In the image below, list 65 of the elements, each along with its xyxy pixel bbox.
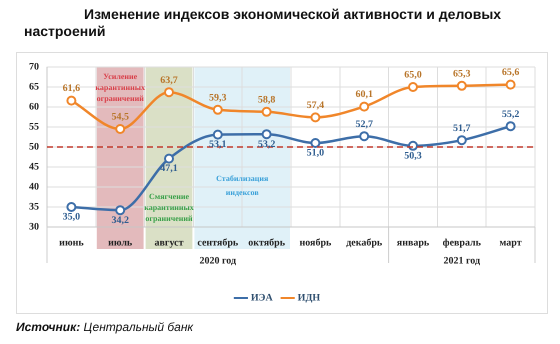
legend-label: ИДН — [298, 292, 320, 304]
point — [66, 202, 76, 212]
data-label: 52,7 — [355, 118, 373, 130]
data-label: 59,3 — [209, 92, 227, 104]
x-tick-label: июнь — [59, 238, 84, 249]
legend-label: ИЭА — [250, 292, 274, 304]
text: Источник: Центральный банк — [16, 320, 194, 334]
y-tick-label: 45 — [29, 162, 39, 173]
point — [212, 130, 223, 140]
data-label: 55,2 — [502, 108, 520, 120]
y-tick-label: 55 — [29, 122, 39, 133]
band-label: Стабилизация индексов — [216, 174, 269, 198]
point — [262, 106, 272, 117]
data-label: 61,6 — [62, 83, 80, 94]
data-label: 51,7 — [453, 122, 471, 134]
point — [506, 121, 516, 132]
point — [66, 96, 76, 106]
point — [408, 82, 418, 92]
x-tick-label: март — [500, 238, 522, 249]
y-tick-label: 60 — [29, 102, 39, 113]
point — [456, 80, 467, 91]
point — [310, 138, 320, 148]
data-label: 53,1 — [209, 139, 227, 150]
point — [506, 80, 516, 90]
y-tick-label: 65 — [29, 82, 39, 93]
chart-title: Изменение индексов экономической активности и деловых настроений — [24, 6, 502, 40]
text: 2020 год — [200, 256, 236, 267]
point — [212, 104, 223, 115]
data-label: 57,4 — [306, 100, 324, 111]
point — [359, 131, 370, 142]
point — [164, 154, 174, 164]
point — [262, 129, 272, 140]
x-tick-label: сентябрь — [197, 238, 239, 249]
data-label: 65,6 — [502, 67, 520, 78]
y-tick-label: 35 — [29, 202, 39, 213]
point — [164, 87, 174, 98]
data-label: 34,2 — [111, 214, 129, 226]
band-label: Усиление карантинных ограничений — [95, 72, 145, 104]
x-tick-label: январь — [396, 238, 430, 249]
y-tick-label: 40 — [29, 182, 39, 193]
text: 2021 год — [444, 256, 480, 267]
y-tick-label: 30 — [29, 222, 39, 233]
y-tick-label: 50 — [29, 142, 39, 153]
data-label: 58,8 — [258, 94, 276, 106]
data-label: 54,5 — [111, 112, 129, 123]
band-label: Смягчение карантинных ограничений — [144, 192, 194, 224]
data-label: 63,7 — [160, 74, 178, 86]
data-label: 65,3 — [453, 68, 471, 80]
x-tick-label: октябрь — [248, 238, 286, 249]
point — [310, 112, 320, 122]
x-tick-label: ноябрь — [299, 238, 332, 249]
data-label: 51,0 — [306, 148, 324, 159]
x-tick-label: февраль — [442, 238, 482, 249]
x-tick-label: июль — [108, 238, 133, 249]
data-label: 65,0 — [404, 70, 422, 81]
point — [359, 102, 370, 112]
point — [115, 124, 126, 134]
x-tick-label: август — [154, 238, 184, 249]
point — [115, 205, 126, 216]
data-label: 35,0 — [62, 212, 80, 223]
x-tick-label: декабрь — [346, 238, 383, 249]
y-tick-label: 70 — [29, 62, 39, 73]
data-label: 50,3 — [404, 150, 422, 162]
point — [456, 135, 467, 146]
data-label: 60,1 — [355, 89, 373, 100]
